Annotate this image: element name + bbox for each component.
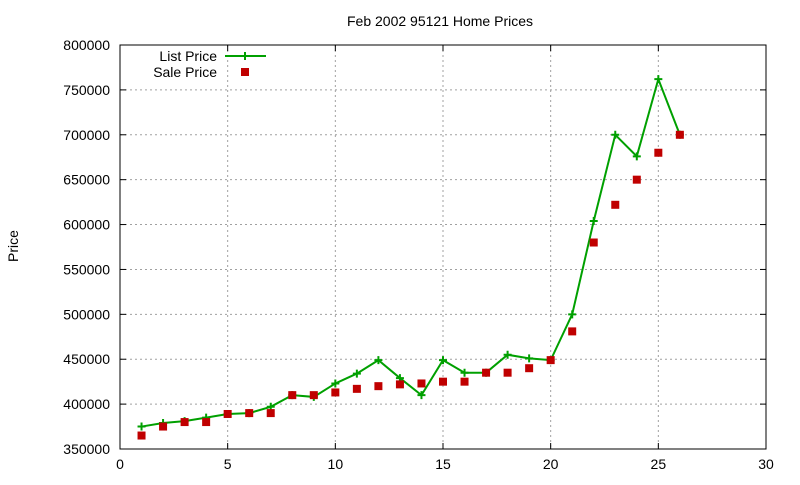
data-point (202, 418, 211, 427)
y-tick-label: 800000 (63, 37, 110, 53)
data-point (546, 356, 555, 365)
x-tick-label: 10 (328, 456, 344, 472)
y-tick-label: 550000 (63, 261, 110, 277)
y-tick-label: 750000 (63, 82, 110, 98)
data-point (288, 391, 297, 400)
x-axis-tick-labels: 0 5 10 15 20 25 30 (116, 456, 774, 472)
data-point (675, 130, 684, 139)
data-point (589, 216, 598, 225)
series-layer (137, 75, 684, 440)
legend-marker (241, 68, 249, 76)
series-line (141, 75, 681, 428)
data-point (503, 368, 512, 377)
data-point (352, 369, 361, 378)
data-point (374, 356, 383, 365)
series-sale-price (137, 130, 684, 440)
data-point (309, 391, 318, 400)
legend-label: List Price (159, 48, 217, 64)
data-point (654, 75, 663, 84)
x-tick-label: 5 (224, 456, 232, 472)
data-point (525, 354, 534, 363)
data-point (439, 356, 447, 365)
y-axis-title: Price (5, 230, 21, 262)
data-point (245, 409, 254, 418)
y-tick-label: 600000 (63, 217, 110, 233)
data-point (460, 377, 469, 386)
legend-label: Sale Price (153, 64, 217, 80)
data-point (395, 380, 404, 389)
data-point (611, 200, 620, 209)
x-tick-label: 0 (116, 456, 124, 472)
data-point (159, 422, 168, 431)
y-tick-label: 350000 (63, 441, 110, 457)
y-tick-label: 650000 (63, 172, 110, 188)
legend-marker (241, 52, 249, 60)
data-point (331, 388, 340, 397)
data-point (611, 130, 620, 139)
data-point (632, 175, 641, 184)
data-point (568, 327, 577, 336)
data-point (460, 368, 469, 377)
x-tick-label: 15 (435, 456, 451, 472)
y-axis-tick-labels: 350000 400000 450000 500000 550000 600000 6500… (63, 37, 110, 457)
data-point (503, 350, 512, 359)
data-point (374, 382, 383, 391)
data-point (417, 379, 426, 388)
data-point (417, 391, 426, 400)
data-point (439, 377, 447, 386)
data-point (654, 148, 663, 157)
data-point (180, 418, 189, 427)
y-tick-label: 400000 (63, 396, 110, 412)
series-list-price (137, 75, 684, 431)
x-tick-label: 25 (651, 456, 667, 472)
data-point (525, 364, 534, 373)
data-point (266, 409, 275, 418)
y-tick-label: 450000 (63, 351, 110, 367)
data-point (223, 409, 232, 418)
data-point (137, 431, 146, 440)
data-point (482, 368, 491, 377)
data-point (352, 384, 361, 393)
data-point (589, 238, 598, 247)
data-point (568, 310, 577, 319)
x-tick-label: 20 (543, 456, 559, 472)
chart-title: Feb 2002 95121 Home Prices (347, 13, 533, 29)
axis-ticks (119, 44, 767, 450)
y-tick-label: 500000 (63, 306, 110, 322)
data-point (632, 152, 641, 161)
data-point (331, 379, 340, 388)
y-tick-label: 700000 (63, 127, 110, 143)
data-point (137, 422, 146, 431)
x-tick-label: 30 (758, 456, 774, 472)
